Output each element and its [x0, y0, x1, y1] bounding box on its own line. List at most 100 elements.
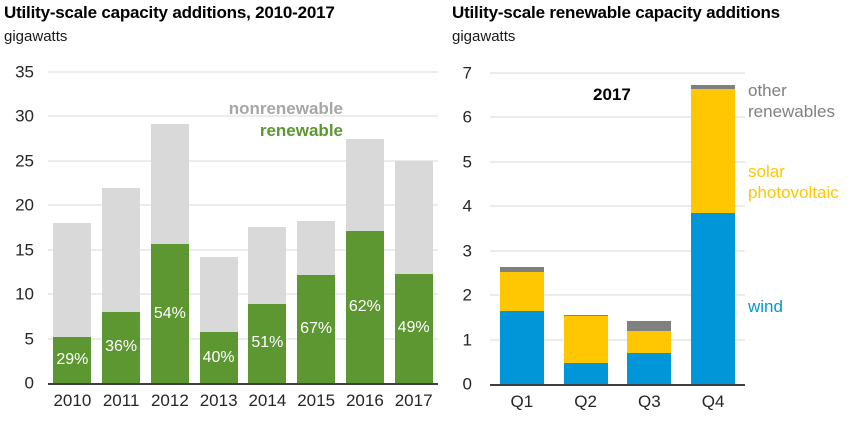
- segment-other-renewables-Q3: [627, 320, 672, 331]
- segment-renewable-2011: 36%: [102, 311, 141, 383]
- gridline: [490, 339, 745, 341]
- segment-nonrenewable-2011: [102, 187, 141, 312]
- segment-nonrenewable-2013: [199, 256, 238, 333]
- y-tick-label: 0: [24, 373, 34, 393]
- bar-slot-2011: 36%: [97, 72, 146, 383]
- gridline: [48, 160, 438, 162]
- y-tick-label: 20: [15, 195, 34, 215]
- y-tick-label: 4: [462, 196, 472, 216]
- bar-slot-Q3: [618, 73, 682, 384]
- gridline: [48, 338, 438, 340]
- segment-solar-photovoltaic-Q4: [691, 88, 736, 213]
- right-plot-area: 2017: [490, 72, 745, 386]
- bar-slot-Q2: [554, 73, 618, 384]
- segment-nonrenewable-2010: [53, 223, 92, 337]
- bar-2017: 49%: [394, 72, 433, 383]
- bar-2014: 51%: [248, 72, 287, 383]
- bar-slot-2016: 62%: [341, 72, 390, 383]
- x-tick-label-2016: 2016: [345, 391, 384, 410]
- y-tick-label: 0: [462, 374, 472, 394]
- gridline: [490, 116, 745, 118]
- gridline: [490, 161, 745, 163]
- bar-Q3: [627, 73, 672, 384]
- segment-renewable-2016: 62%: [345, 231, 384, 383]
- bar-percentage-label: 51%: [251, 334, 284, 352]
- bar-slot-2010: 29%: [48, 72, 97, 383]
- x-tick-label-2013: 2013: [199, 391, 238, 410]
- y-tick-label: 35: [15, 62, 34, 82]
- bar-percentage-label: 40%: [202, 348, 235, 366]
- left-x-axis: 2010 2011 2012 2013 2014 2015 2016 2017: [48, 391, 438, 411]
- left-chart-title: Utility-scale capacity additions, 2010-2…: [4, 3, 335, 22]
- x-tick-label-2011: 2011: [102, 391, 140, 410]
- y-tick-label: 6: [462, 107, 472, 127]
- bar-percentage-label: 54%: [153, 304, 186, 322]
- y-tick-label: 2: [462, 285, 472, 305]
- x-tick-label-2015: 2015: [297, 391, 336, 410]
- bar-Q2: [563, 73, 608, 384]
- left-chart-units: gigawatts: [4, 28, 68, 45]
- gridline: [48, 204, 438, 206]
- right-x-axis: Q1 Q2 Q3 Q4: [490, 392, 745, 412]
- segment-other-renewables-Q4: [691, 85, 736, 89]
- gridline: [48, 249, 438, 251]
- x-tick-label-2017: 2017: [394, 391, 433, 410]
- x-tick-label-2010: 2010: [53, 391, 92, 410]
- y-tick-label: 5: [462, 152, 472, 172]
- left-chart-panel: Utility-scale capacity additions, 2010-2…: [4, 3, 438, 411]
- left-plot-area: nonrenewable renewable 29% 36% 54% 40% 51% 67…: [48, 71, 438, 385]
- segment-renewable-2013: 40%: [199, 332, 238, 383]
- x-tick-label-Q4: Q4: [701, 392, 725, 411]
- bar-slot-2012: 54%: [146, 72, 195, 383]
- segment-renewable-2014: 51%: [248, 303, 287, 383]
- bar-Q1: [499, 73, 544, 384]
- gridline: [48, 293, 438, 295]
- bar-slot-2013: 40%: [194, 72, 243, 383]
- segment-nonrenewable-2016: [345, 138, 384, 232]
- legend-renewable-label: renewable: [259, 121, 343, 140]
- segment-renewable-2015: 67%: [297, 275, 336, 383]
- bar-slots: [490, 73, 745, 384]
- bar-2012: 54%: [150, 72, 189, 383]
- segment-wind-Q4: [691, 212, 736, 384]
- segment-wind-Q3: [627, 352, 672, 384]
- x-tick-label-2014: 2014: [248, 391, 287, 410]
- right-chart-panel: Utility-scale renewable capacity additio…: [450, 0, 850, 426]
- bar-slot-2014: 51%: [243, 72, 292, 383]
- right-y-axis: 0 1 2 3 4 5 6 7: [450, 65, 472, 393]
- y-tick-label: 30: [15, 106, 34, 126]
- bar-slot-2015: 67%: [292, 72, 341, 383]
- gridline: [490, 72, 745, 74]
- x-tick-label-2012: 2012: [150, 391, 189, 410]
- bar-2015: 67%: [297, 72, 336, 383]
- bar-2010: 29%: [53, 72, 92, 383]
- year-annotation: 2017: [593, 85, 631, 104]
- bar-slots: 29% 36% 54% 40% 51% 67% 62% 49%: [48, 72, 438, 383]
- bar-2016: 62%: [345, 72, 384, 383]
- gridline: [48, 71, 438, 73]
- segment-solar-photovoltaic-Q2: [563, 316, 608, 364]
- legend-wind-label: wind: [748, 297, 783, 316]
- gridline: [48, 115, 438, 117]
- segment-solar-photovoltaic-Q1: [499, 272, 544, 311]
- y-tick-label: 5: [24, 329, 34, 349]
- segment-nonrenewable-2012: [150, 123, 189, 245]
- bar-2011: 36%: [102, 72, 141, 383]
- y-tick-label: 25: [15, 151, 34, 171]
- bar-slot-2017: 49%: [389, 72, 438, 383]
- bar-slot-Q4: [681, 73, 745, 384]
- segment-nonrenewable-2017: [394, 160, 433, 274]
- right-chart-title: Utility-scale renewable capacity additio…: [452, 3, 780, 22]
- bar-percentage-label: 62%: [348, 298, 381, 316]
- x-tick-label-Q2: Q2: [574, 392, 597, 411]
- y-tick-label: 3: [462, 241, 472, 261]
- x-tick-label-Q1: Q1: [510, 392, 534, 411]
- segment-other-renewables-Q2: [563, 314, 608, 317]
- segment-nonrenewable-2015: [297, 221, 336, 276]
- segment-renewable-2012: 54%: [150, 244, 189, 383]
- y-tick-label: 7: [462, 63, 472, 83]
- segment-wind-Q2: [563, 363, 608, 384]
- segment-renewable-2010: 29%: [53, 336, 92, 383]
- bar-percentage-label: 29%: [56, 350, 89, 368]
